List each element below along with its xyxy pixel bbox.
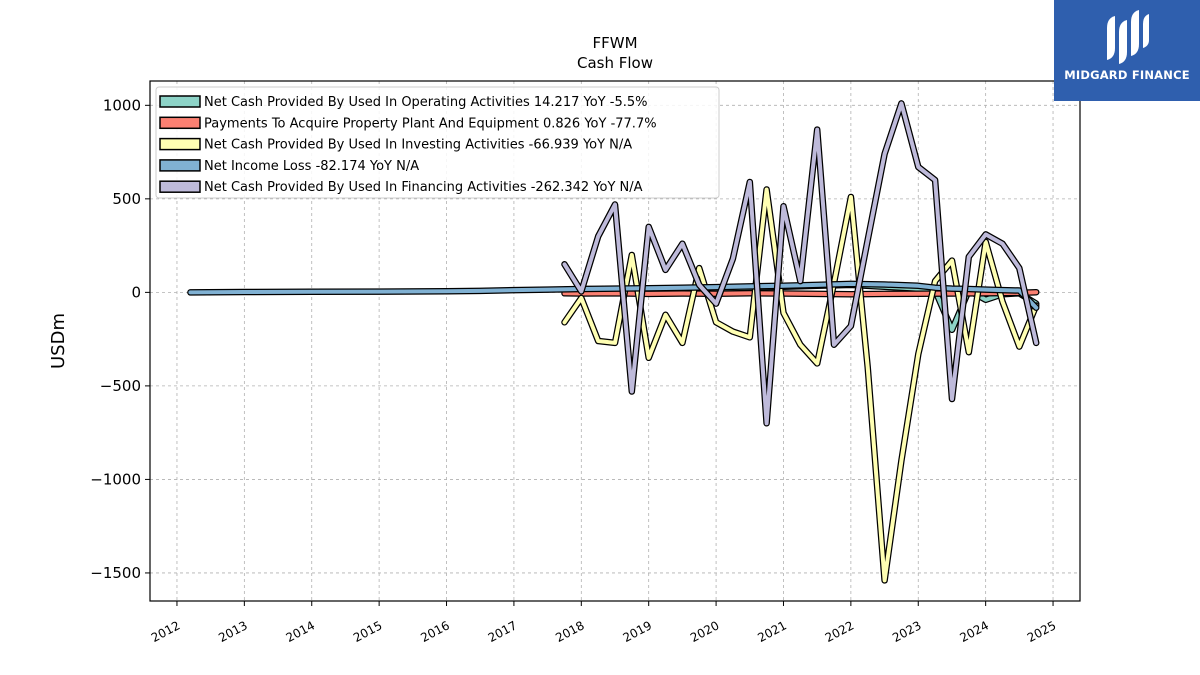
legend: Net Cash Provided By Used In Operating A…: [155, 86, 720, 199]
legend-label: Payments To Acquire Property Plant And E…: [204, 116, 657, 131]
x-tick-label: 2023: [890, 618, 924, 645]
x-tick-label: 2015: [351, 618, 385, 645]
x-tick-label: 2025: [1025, 618, 1059, 645]
y-tick-label: −1000: [90, 470, 141, 488]
legend-item: Payments To Acquire Property Plant And E…: [159, 116, 657, 131]
x-tick-label: 2019: [621, 618, 655, 645]
legend-item: Net Income Loss -82.174 YoY N/A: [159, 159, 419, 174]
x-tick-label: 2024: [958, 618, 992, 645]
y-tick-label: 500: [112, 190, 141, 208]
series-line-1: [561, 288, 1040, 298]
series-stroke: [562, 290, 1039, 297]
series-line-4: [561, 100, 1040, 427]
x-tick-label: 2021: [755, 618, 789, 645]
plot-lines: [187, 100, 1040, 584]
x-tick-label: 2016: [418, 618, 452, 645]
y-tick-label: 0: [131, 283, 141, 301]
legend-item: Net Cash Provided By Used In Investing A…: [159, 137, 632, 153]
chart-subtitle: Cash Flow: [577, 54, 653, 72]
legend-label: Net Income Loss -82.174 YoY N/A: [204, 159, 419, 174]
legend-swatch: [159, 116, 201, 130]
y-tick-label: 1000: [103, 96, 141, 114]
x-tick-label: 2022: [823, 618, 857, 645]
legend-box: [155, 86, 720, 199]
legend-label: Net Cash Provided By Used In Operating A…: [204, 95, 647, 110]
legend-swatch: [159, 95, 201, 108]
legend-swatch: [159, 180, 201, 193]
y-axis-ticks: 1000 500 0 −500 −1000 −1500: [90, 96, 150, 582]
legend-item: Net Cash Provided By Used In Operating A…: [159, 95, 647, 110]
x-tick-label: 2013: [216, 618, 250, 645]
logo-text: MIDGARD FINANCE: [1064, 68, 1190, 82]
legend-item: Net Cash Provided By Used In Financing A…: [159, 180, 643, 195]
series-stroke: [562, 101, 1039, 426]
legend-swatch: [159, 159, 201, 172]
x-tick-label: 2012: [149, 618, 183, 645]
midgard-logo-icon: [1107, 10, 1149, 64]
y-tick-label: −1500: [90, 564, 141, 582]
legend-label: Net Cash Provided By Used In Financing A…: [204, 180, 643, 195]
chart-title: FFWM: [592, 34, 637, 52]
y-tick-label: −500: [100, 377, 141, 395]
x-axis-ticks: 2012 2013 2014 2015 2016 2017 2018 2019 2020 2021…: [149, 601, 1059, 645]
legend-label: Net Cash Provided By Used In Investing A…: [204, 138, 632, 153]
x-tick-label: 2017: [486, 618, 520, 645]
x-tick-label: 2020: [688, 618, 722, 645]
x-tick-label: 2014: [284, 618, 318, 645]
legend-swatch: [159, 137, 201, 151]
y-axis-label: USDm: [48, 313, 69, 369]
x-tick-label: 2018: [553, 618, 587, 645]
midgard-finance-logo: MIDGARD FINANCE: [1054, 0, 1200, 101]
plot-frame: [149, 80, 1081, 602]
